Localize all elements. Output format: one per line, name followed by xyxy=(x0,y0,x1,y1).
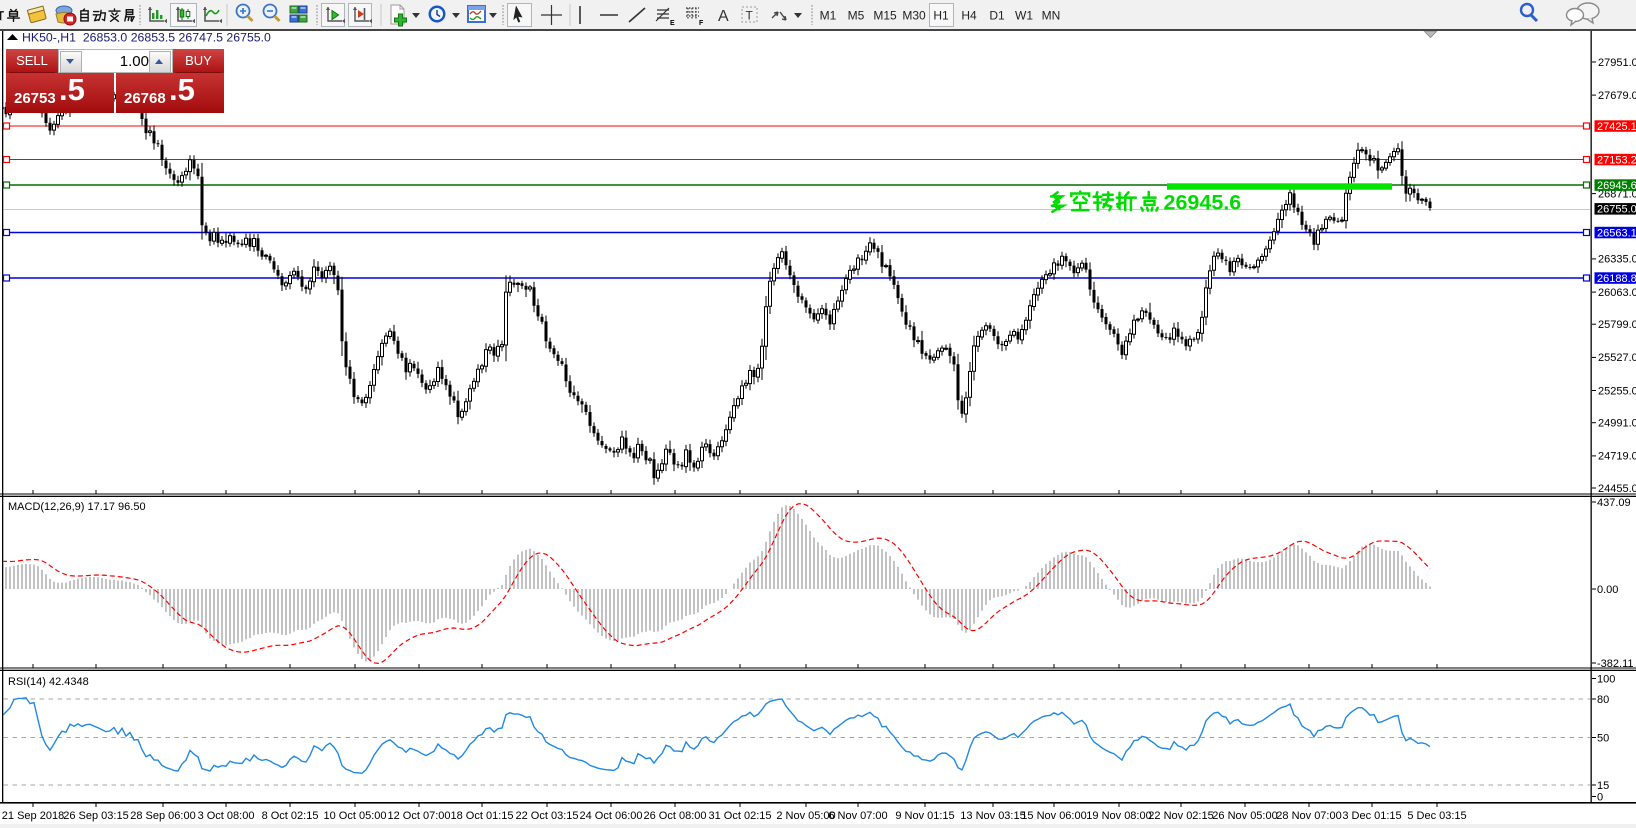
svg-text:25527.0: 25527.0 xyxy=(1598,352,1636,364)
svg-text:22 Nov 02:15: 22 Nov 02:15 xyxy=(1148,810,1213,822)
svg-text:28 Nov 07:00: 28 Nov 07:00 xyxy=(1276,810,1341,822)
svg-text:RSI(14) 42.4348: RSI(14) 42.4348 xyxy=(8,676,89,688)
svg-text:24455.0: 24455.0 xyxy=(1598,483,1636,495)
svg-text:437.09: 437.09 xyxy=(1597,497,1631,509)
svg-text:26755.0: 26755.0 xyxy=(1597,204,1636,216)
svg-text:80: 80 xyxy=(1597,694,1609,706)
svg-text:25799.0: 25799.0 xyxy=(1598,319,1636,331)
svg-text:26188.8: 26188.8 xyxy=(1597,273,1636,285)
svg-text:18 Oct 01:15: 18 Oct 01:15 xyxy=(451,810,514,822)
svg-text:26 Sep 03:15: 26 Sep 03:15 xyxy=(63,810,128,822)
svg-text:24 Oct 06:00: 24 Oct 06:00 xyxy=(580,810,643,822)
svg-text:19 Nov 08:00: 19 Nov 08:00 xyxy=(1086,810,1151,822)
svg-text:6 Nov 07:00: 6 Nov 07:00 xyxy=(828,810,887,822)
svg-text:26063.0: 26063.0 xyxy=(1598,287,1636,299)
svg-text:15 Nov 06:00: 15 Nov 06:00 xyxy=(1021,810,1086,822)
svg-text:100: 100 xyxy=(1597,673,1615,685)
svg-text:27679.0: 27679.0 xyxy=(1598,90,1636,102)
svg-text:M1: M1 xyxy=(820,9,837,23)
svg-text:E: E xyxy=(670,20,675,27)
svg-text:-382.11: -382.11 xyxy=(1597,658,1634,670)
svg-text:H4: H4 xyxy=(961,9,977,23)
svg-text:MACD(12,26,9) 17.17 96.50: MACD(12,26,9) 17.17 96.50 xyxy=(8,501,146,513)
svg-text:24719.0: 24719.0 xyxy=(1598,451,1636,463)
svg-text:27425.1: 27425.1 xyxy=(1597,121,1636,133)
svg-text:W1: W1 xyxy=(1015,9,1033,23)
svg-text:13 Nov 03:15: 13 Nov 03:15 xyxy=(960,810,1025,822)
svg-text:26871.0: 26871.0 xyxy=(1598,188,1636,200)
svg-text:M15: M15 xyxy=(873,9,897,23)
svg-text:28 Sep 06:00: 28 Sep 06:00 xyxy=(130,810,195,822)
svg-text:0.00: 0.00 xyxy=(1597,584,1618,596)
svg-text:5 Dec 03:15: 5 Dec 03:15 xyxy=(1407,810,1466,822)
svg-text:50: 50 xyxy=(1597,732,1609,744)
svg-text:22 Oct 03:15: 22 Oct 03:15 xyxy=(516,810,579,822)
svg-text:F: F xyxy=(699,20,704,27)
svg-text:26563.1: 26563.1 xyxy=(1597,227,1636,239)
svg-text:27951.0: 27951.0 xyxy=(1598,57,1636,69)
svg-text:M30: M30 xyxy=(902,9,926,23)
svg-text:8 Oct 02:15: 8 Oct 02:15 xyxy=(262,810,319,822)
svg-text:24991.0: 24991.0 xyxy=(1598,418,1636,430)
svg-text:31 Oct 02:15: 31 Oct 02:15 xyxy=(709,810,772,822)
svg-text:9 Nov 01:15: 9 Nov 01:15 xyxy=(895,810,954,822)
svg-text:26335.0: 26335.0 xyxy=(1598,254,1636,266)
svg-text:T: T xyxy=(746,9,754,23)
svg-text:A: A xyxy=(718,8,729,25)
svg-text:26 Oct 08:00: 26 Oct 08:00 xyxy=(644,810,707,822)
svg-text:3 Dec 01:15: 3 Dec 01:15 xyxy=(1342,810,1401,822)
svg-text:26 Nov 05:00: 26 Nov 05:00 xyxy=(1212,810,1277,822)
svg-text:10 Oct 05:00: 10 Oct 05:00 xyxy=(324,810,387,822)
svg-text:26945.6: 26945.6 xyxy=(1597,180,1636,192)
svg-text:3 Oct 08:00: 3 Oct 08:00 xyxy=(198,810,255,822)
svg-text:HK50-,H1 26853.0 26853.5 2674: HK50-,H1 26853.0 26853.5 26747.5 26755.0 xyxy=(22,31,271,45)
svg-text:D1: D1 xyxy=(989,9,1005,23)
svg-text:12 Oct 07:00: 12 Oct 07:00 xyxy=(388,810,451,822)
svg-text:27153.2: 27153.2 xyxy=(1597,154,1636,166)
svg-text:0: 0 xyxy=(1597,791,1603,803)
svg-text:MN: MN xyxy=(1042,9,1061,23)
svg-text:26945.6: 26945.6 xyxy=(1164,190,1242,214)
svg-text:25255.0: 25255.0 xyxy=(1598,385,1636,397)
svg-text:H1: H1 xyxy=(933,9,949,23)
svg-text:M5: M5 xyxy=(848,9,865,23)
svg-text:15: 15 xyxy=(1597,780,1609,792)
svg-text:2 Nov 05:00: 2 Nov 05:00 xyxy=(776,810,835,822)
svg-text:21 Sep 2018: 21 Sep 2018 xyxy=(2,810,64,822)
